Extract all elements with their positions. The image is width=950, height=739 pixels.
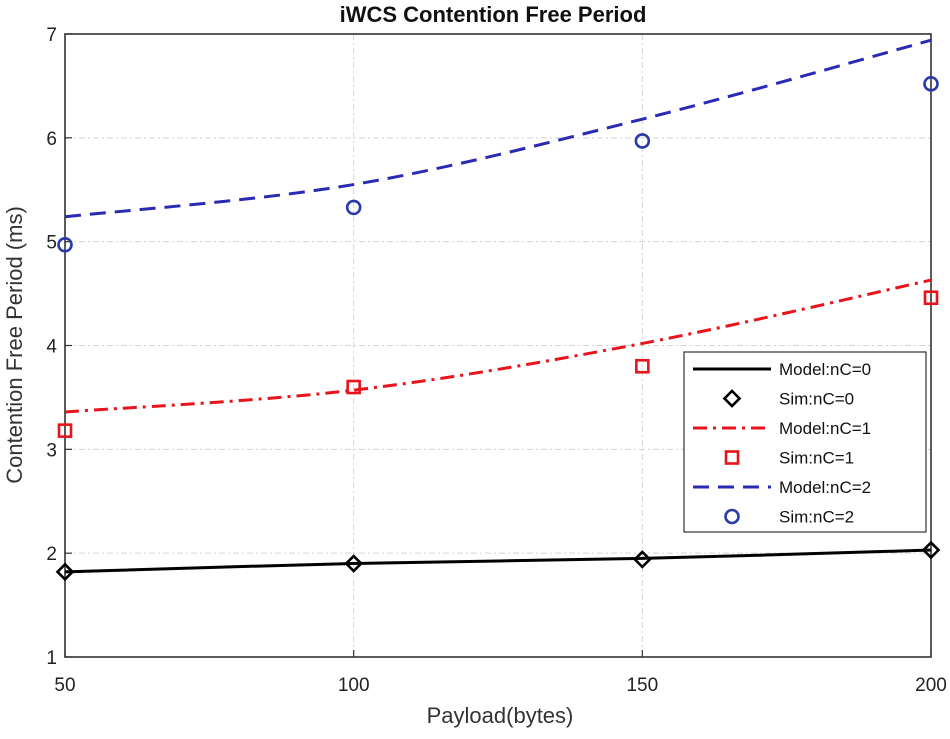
series-sim-nc-1 <box>57 290 939 438</box>
legend-label: Sim:nC=1 <box>779 449 854 468</box>
series-sim-nc-2 <box>57 76 939 253</box>
y-tick-label: 5 <box>46 233 57 254</box>
legend: Model:nC=0 Sim:nC=0 Model:nC=1 Sim:nC=1 Mode… <box>683 351 927 533</box>
legend-entry: Sim:nC=0 <box>722 389 854 409</box>
data-point <box>921 540 941 560</box>
x-tick-label: 50 <box>54 675 75 696</box>
series-model-nc-2 <box>64 38 932 219</box>
data-point <box>635 358 650 374</box>
legend-entry: Sim:nC=2 <box>724 508 854 527</box>
legend-label: Sim:nC=0 <box>779 390 854 409</box>
data-point <box>634 133 651 149</box>
grid <box>65 34 931 657</box>
data-point <box>346 379 361 395</box>
legend-swatch <box>724 450 740 465</box>
x-axis-label: Payload(bytes) <box>427 703 574 728</box>
series-model-nc-1 <box>64 278 932 414</box>
data-point <box>923 76 939 92</box>
legend-entry: Model:nC=1 <box>693 419 871 438</box>
y-tick-label: 2 <box>46 544 57 565</box>
data-point <box>344 554 364 573</box>
legend-label: Sim:nC=2 <box>779 508 854 527</box>
series-line <box>64 38 932 219</box>
series-layer <box>55 38 941 582</box>
series-sim-nc-0 <box>55 540 941 582</box>
data-point <box>632 550 652 569</box>
legend-label: Model:nC=2 <box>779 478 871 497</box>
y-axis-label: Contention Free Period (ms) <box>2 206 27 484</box>
data-point <box>57 236 73 253</box>
y-tick-label: 4 <box>46 337 57 358</box>
x-tick-label: 200 <box>915 675 947 696</box>
data-point <box>57 423 73 438</box>
legend-entry: Sim:nC=1 <box>724 449 854 468</box>
legend-swatch <box>722 389 742 408</box>
y-tick-label: 6 <box>46 129 57 150</box>
data-point <box>345 199 362 216</box>
x-tick-label: 100 <box>338 675 370 696</box>
chart-title: iWCS Contention Free Period <box>340 2 647 27</box>
data-point <box>923 290 939 306</box>
legend-entry: Model:nC=2 <box>693 478 871 497</box>
y-tick-label: 1 <box>46 648 57 669</box>
x-axis: 50 100 150 200 <box>54 650 947 696</box>
legend-label: Model:nC=0 <box>779 360 871 379</box>
data-point <box>55 562 75 582</box>
y-tick-label: 3 <box>46 440 57 461</box>
legend-swatch <box>724 508 740 525</box>
legend-label: Model:nC=1 <box>779 419 871 438</box>
series-model-nc-0 <box>64 548 932 574</box>
x-tick-label: 150 <box>626 675 658 696</box>
y-tick-label: 7 <box>46 25 57 46</box>
series-line <box>64 278 932 414</box>
series-line <box>64 548 932 574</box>
legend-entry: Model:nC=0 <box>693 360 871 379</box>
legend-box <box>683 351 927 533</box>
